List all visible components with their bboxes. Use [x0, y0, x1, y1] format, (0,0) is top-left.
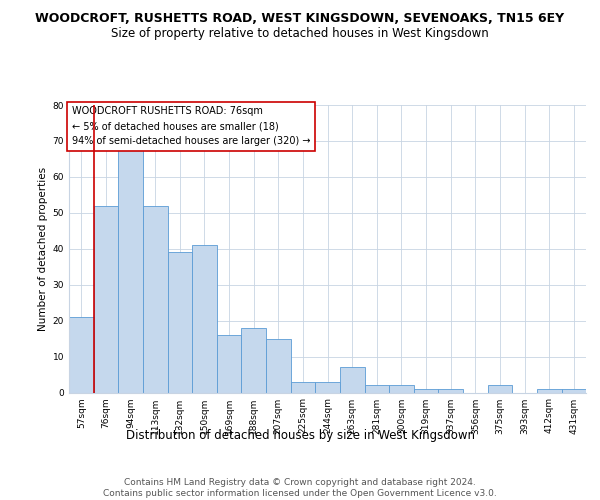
- Bar: [192, 245, 217, 392]
- Bar: [340, 368, 365, 392]
- Bar: [143, 206, 167, 392]
- Text: Size of property relative to detached houses in West Kingsdown: Size of property relative to detached ho…: [111, 28, 489, 40]
- Bar: [562, 389, 586, 392]
- Bar: [389, 386, 414, 392]
- Bar: [217, 335, 241, 392]
- Text: Contains HM Land Registry data © Crown copyright and database right 2024.
Contai: Contains HM Land Registry data © Crown c…: [103, 478, 497, 498]
- Text: WOODCROFT, RUSHETTS ROAD, WEST KINGSDOWN, SEVENOAKS, TN15 6EY: WOODCROFT, RUSHETTS ROAD, WEST KINGSDOWN…: [35, 12, 565, 26]
- Bar: [118, 148, 143, 392]
- Bar: [290, 382, 315, 392]
- Bar: [439, 389, 463, 392]
- Bar: [537, 389, 562, 392]
- Bar: [241, 328, 266, 392]
- Bar: [365, 386, 389, 392]
- Bar: [167, 252, 192, 392]
- Y-axis label: Number of detached properties: Number of detached properties: [38, 166, 49, 331]
- Bar: [94, 206, 118, 392]
- Bar: [69, 317, 94, 392]
- Bar: [414, 389, 439, 392]
- Text: WOODCROFT RUSHETTS ROAD: 76sqm
← 5% of detached houses are smaller (18)
94% of s: WOODCROFT RUSHETTS ROAD: 76sqm ← 5% of d…: [71, 106, 310, 146]
- Bar: [266, 338, 290, 392]
- Bar: [315, 382, 340, 392]
- Bar: [488, 386, 512, 392]
- Text: Distribution of detached houses by size in West Kingsdown: Distribution of detached houses by size …: [125, 428, 475, 442]
